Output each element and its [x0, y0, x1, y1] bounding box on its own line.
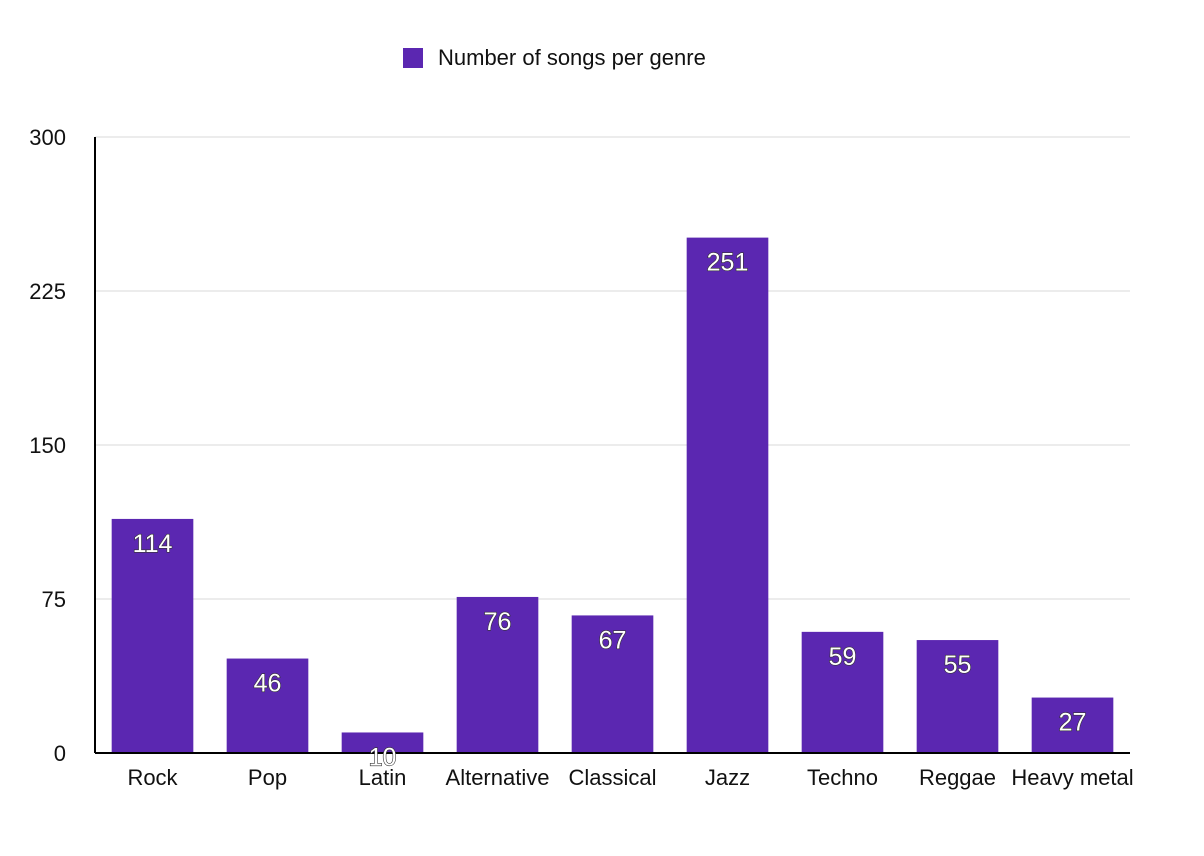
data-label-4: 67 — [599, 626, 627, 654]
x-category-label-2: Latin — [359, 765, 407, 790]
data-label-8: 27 — [1059, 709, 1087, 737]
x-category-label-7: Reggae — [919, 765, 996, 790]
y-tick-label-1: 75 — [42, 587, 66, 612]
data-label-5: 251 — [707, 249, 749, 277]
bar-6 — [801, 631, 884, 753]
data-labels: 114 46 10 76 67 251 59 55 27 — [132, 248, 1087, 772]
y-tick-label-0: 0 — [54, 741, 66, 766]
y-tick-label-4: 300 — [29, 125, 66, 150]
x-category-label-3: Alternative — [446, 765, 550, 790]
x-category-labels: Rock Pop Latin Alternative Classical Jazz Tech… — [127, 765, 1133, 790]
bar-3 — [456, 596, 539, 753]
bar-1 — [226, 658, 309, 753]
data-label-2: 10 — [369, 743, 397, 771]
bar-2 — [341, 732, 424, 753]
y-tick-label-3: 225 — [29, 279, 66, 304]
bar-8 — [1031, 697, 1114, 753]
grid-lines — [95, 136, 1130, 600]
x-category-label-6: Techno — [807, 765, 878, 790]
data-label-7: 55 — [944, 651, 972, 679]
bars — [111, 237, 1114, 753]
bar-0 — [111, 518, 194, 753]
data-label-1: 46 — [254, 670, 282, 698]
y-tick-label-2: 150 — [29, 433, 66, 458]
y-tick-labels: 0 75 150 225 300 — [29, 125, 66, 766]
x-category-label-0: Rock — [127, 765, 178, 790]
x-category-label-5: Jazz — [705, 765, 750, 790]
legend-swatch — [403, 48, 423, 68]
chart-legend: Number of songs per genre — [403, 44, 706, 72]
x-category-label-1: Pop — [248, 765, 287, 790]
x-category-label-8: Heavy metal — [1011, 765, 1133, 790]
axes — [94, 137, 1130, 754]
bar-7 — [916, 640, 999, 753]
legend-label: Number of songs per genre — [438, 45, 706, 70]
bar-4 — [571, 615, 654, 753]
data-label-3: 76 — [484, 608, 512, 636]
data-label-6: 59 — [829, 643, 857, 671]
data-label-0: 114 — [133, 530, 173, 558]
bar-5 — [686, 237, 769, 753]
x-category-label-4: Classical — [568, 765, 656, 790]
